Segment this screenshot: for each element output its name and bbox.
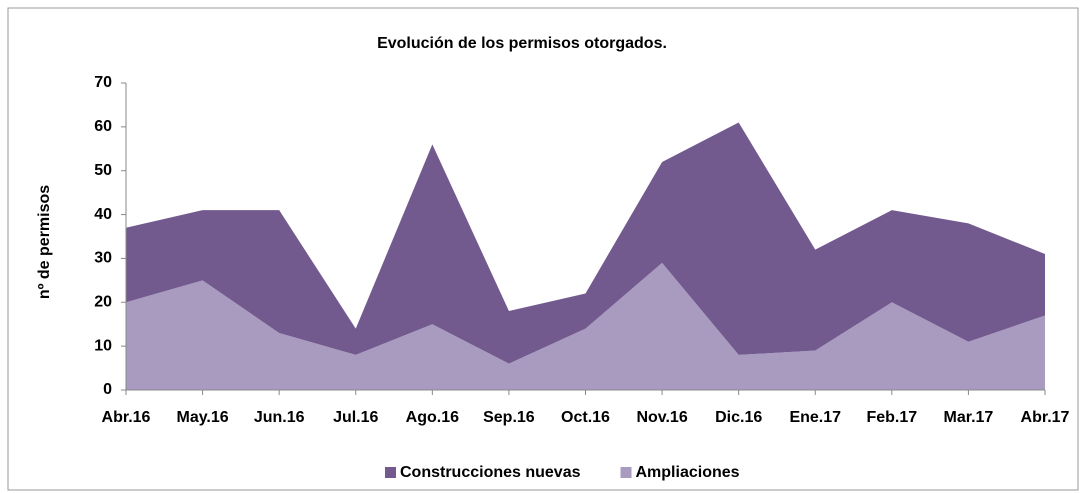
x-tick-label: Jul.16 bbox=[333, 409, 378, 426]
y-tick-label: 30 bbox=[94, 250, 112, 267]
legend-label: Construcciones nuevas bbox=[400, 464, 581, 481]
x-tick-label: Ene.17 bbox=[789, 409, 841, 426]
x-tick-label: Dic.16 bbox=[715, 409, 762, 426]
x-tick-label: Ago.16 bbox=[406, 409, 459, 426]
y-tick-label: 0 bbox=[103, 381, 112, 398]
area bbox=[126, 262, 1045, 390]
x-tick-label: Nov.16 bbox=[636, 409, 687, 426]
y-tick-label: 70 bbox=[94, 74, 112, 91]
x-tick-label: Jun.16 bbox=[254, 409, 305, 426]
legend-swatch bbox=[620, 467, 632, 478]
y-tick-label: 20 bbox=[94, 294, 112, 311]
x-tick-label: May.16 bbox=[176, 409, 228, 426]
y-tick-label: 60 bbox=[94, 118, 112, 135]
y-tick-label: 40 bbox=[94, 206, 112, 223]
x-tick-label: Oct.16 bbox=[561, 409, 610, 426]
area bbox=[126, 122, 1045, 364]
x-tick-label: Feb.17 bbox=[866, 409, 917, 426]
x-tick-label: Abr.16 bbox=[102, 409, 151, 426]
chart-title: Evolución de los permisos otorgados. bbox=[377, 35, 667, 52]
x-tick-label: Sep.16 bbox=[483, 409, 535, 426]
x-tick-label: Abr.17 bbox=[1021, 409, 1070, 426]
y-tick-label: 10 bbox=[94, 337, 112, 354]
y-tick-label: 50 bbox=[94, 162, 112, 179]
legend-swatch bbox=[385, 467, 396, 478]
legend-label: Ampliaciones bbox=[636, 464, 740, 481]
y-axis-label: nº de permisos bbox=[36, 185, 53, 299]
x-tick-label: Mar.17 bbox=[944, 409, 994, 426]
